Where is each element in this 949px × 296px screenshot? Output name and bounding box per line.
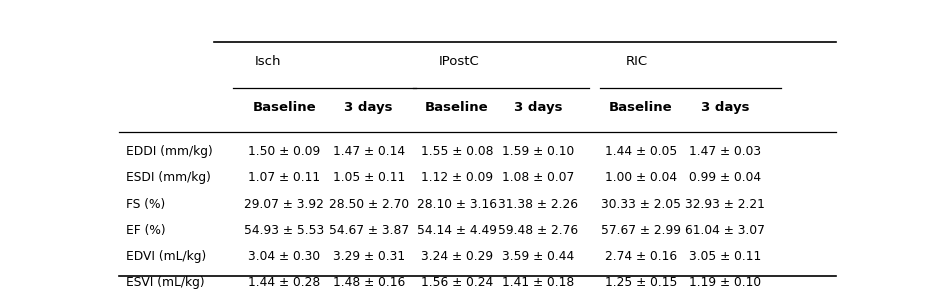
Text: 1.50 ± 0.09: 1.50 ± 0.09	[248, 145, 320, 158]
Text: 1.59 ± 0.10: 1.59 ± 0.10	[502, 145, 574, 158]
Text: Baseline: Baseline	[609, 101, 673, 114]
Text: Isch: Isch	[254, 55, 281, 68]
Text: 59.48 ± 2.76: 59.48 ± 2.76	[498, 224, 578, 237]
Text: Baseline: Baseline	[425, 101, 489, 114]
Text: EDDI (mm/kg): EDDI (mm/kg)	[126, 145, 213, 158]
Text: 3.59 ± 0.44: 3.59 ± 0.44	[502, 250, 574, 263]
Text: 54.93 ± 5.53: 54.93 ± 5.53	[244, 224, 325, 237]
Text: 3.29 ± 0.31: 3.29 ± 0.31	[332, 250, 405, 263]
Text: 3.05 ± 0.11: 3.05 ± 0.11	[689, 250, 761, 263]
Text: 2.74 ± 0.16: 2.74 ± 0.16	[605, 250, 677, 263]
Text: 32.93 ± 2.21: 32.93 ± 2.21	[685, 198, 765, 211]
Text: ESVI (mL/kg): ESVI (mL/kg)	[126, 276, 205, 289]
Text: 54.67 ± 3.87: 54.67 ± 3.87	[328, 224, 409, 237]
Text: 1.19 ± 0.10: 1.19 ± 0.10	[689, 276, 761, 289]
Text: 1.07 ± 0.11: 1.07 ± 0.11	[248, 171, 320, 184]
Text: EDVI (mL/kg): EDVI (mL/kg)	[126, 250, 206, 263]
Text: ESDI (mm/kg): ESDI (mm/kg)	[126, 171, 211, 184]
Text: Baseline: Baseline	[252, 101, 316, 114]
Text: 1.55 ± 0.08: 1.55 ± 0.08	[420, 145, 493, 158]
Text: 29.07 ± 3.92: 29.07 ± 3.92	[244, 198, 324, 211]
Text: 1.48 ± 0.16: 1.48 ± 0.16	[332, 276, 405, 289]
Text: 31.38 ± 2.26: 31.38 ± 2.26	[498, 198, 578, 211]
Text: 1.05 ± 0.11: 1.05 ± 0.11	[332, 171, 405, 184]
Text: 3 days: 3 days	[701, 101, 750, 114]
Text: 61.04 ± 3.07: 61.04 ± 3.07	[685, 224, 765, 237]
Text: 3 days: 3 days	[344, 101, 393, 114]
Text: 30.33 ± 2.05: 30.33 ± 2.05	[601, 198, 680, 211]
Text: 28.10 ± 3.16: 28.10 ± 3.16	[417, 198, 497, 211]
Text: 1.12 ± 0.09: 1.12 ± 0.09	[420, 171, 493, 184]
Text: FS (%): FS (%)	[126, 198, 165, 211]
Text: 1.47 ± 0.03: 1.47 ± 0.03	[689, 145, 761, 158]
Text: 1.44 ± 0.28: 1.44 ± 0.28	[248, 276, 320, 289]
Text: 28.50 ± 2.70: 28.50 ± 2.70	[328, 198, 409, 211]
Text: EF (%): EF (%)	[126, 224, 166, 237]
Text: 1.08 ± 0.07: 1.08 ± 0.07	[502, 171, 574, 184]
Text: 3.24 ± 0.29: 3.24 ± 0.29	[420, 250, 493, 263]
Text: 0.99 ± 0.04: 0.99 ± 0.04	[689, 171, 761, 184]
Text: IPostC: IPostC	[438, 55, 479, 68]
Text: 57.67 ± 2.99: 57.67 ± 2.99	[601, 224, 680, 237]
Text: 1.25 ± 0.15: 1.25 ± 0.15	[605, 276, 677, 289]
Text: 1.00 ± 0.04: 1.00 ± 0.04	[605, 171, 677, 184]
Text: 1.56 ± 0.24: 1.56 ± 0.24	[420, 276, 493, 289]
Text: 3 days: 3 days	[513, 101, 562, 114]
Text: 54.14 ± 4.49: 54.14 ± 4.49	[417, 224, 497, 237]
Text: 1.41 ± 0.18: 1.41 ± 0.18	[502, 276, 574, 289]
Text: 1.44 ± 0.05: 1.44 ± 0.05	[605, 145, 677, 158]
Text: RIC: RIC	[626, 55, 648, 68]
Text: 1.47 ± 0.14: 1.47 ± 0.14	[332, 145, 405, 158]
Text: 3.04 ± 0.30: 3.04 ± 0.30	[248, 250, 320, 263]
